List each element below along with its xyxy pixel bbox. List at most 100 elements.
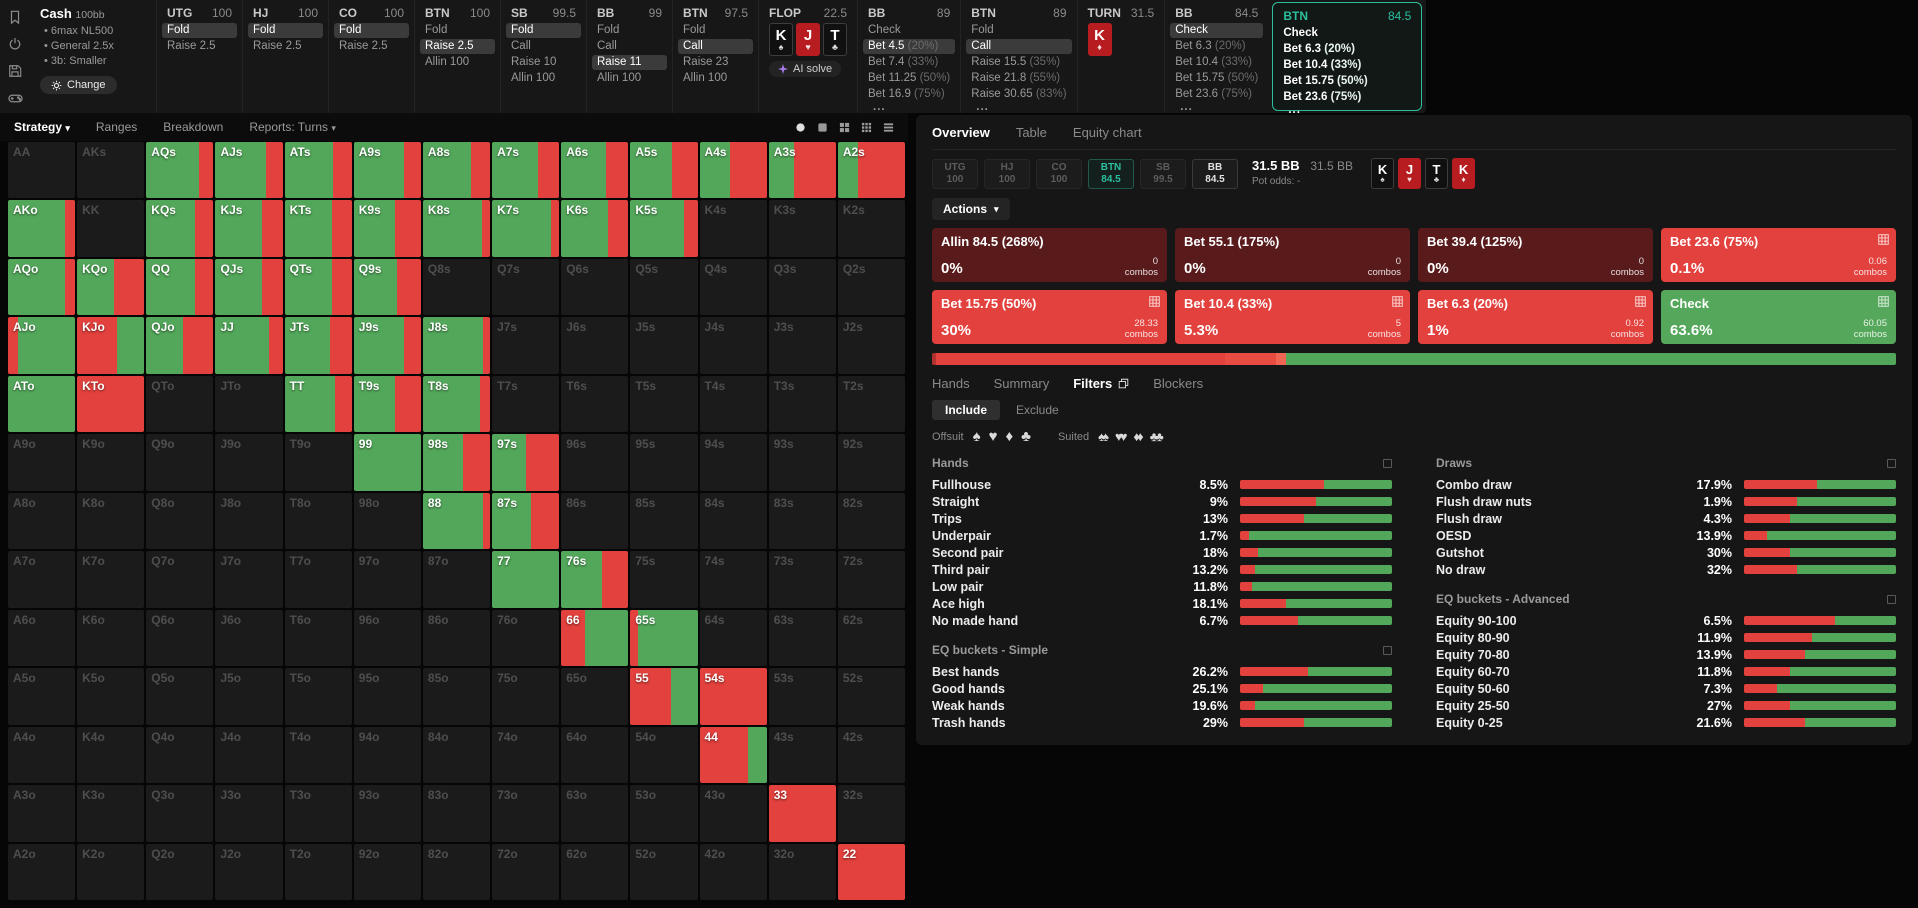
more-actions[interactable]: ... <box>976 101 989 113</box>
cell-JTs[interactable]: JTs <box>284 317 352 374</box>
cell-96s[interactable]: 96s <box>561 434 629 491</box>
node-action-bet-10-4[interactable]: Bet 10.4 (33%) <box>1175 56 1252 68</box>
cell-AQo[interactable]: AQo <box>8 258 76 316</box>
cell-85s[interactable]: 85s <box>630 492 698 550</box>
cell-J9s[interactable]: J9s <box>353 317 421 374</box>
rows-icon[interactable] <box>883 122 894 133</box>
more-actions[interactable]: ... <box>873 101 886 113</box>
tab-strategy[interactable]: Strategy ▾ <box>14 120 70 134</box>
cell-Q2o[interactable]: Q2o <box>146 843 214 900</box>
cell-43s[interactable]: 43s <box>768 726 836 784</box>
select-square-icon[interactable] <box>1383 458 1392 468</box>
cell-43o[interactable]: 43o <box>699 785 767 842</box>
cell-92o[interactable]: 92o <box>353 843 421 900</box>
stat-row-flush-draw-nuts[interactable]: Flush draw nuts 1.9% <box>1436 493 1896 510</box>
more-actions[interactable]: ... <box>1288 104 1301 116</box>
cell-Q5o[interactable]: Q5o <box>146 668 214 725</box>
cell-J2s[interactable]: J2s <box>837 317 905 374</box>
cell-A7s[interactable]: A7s <box>492 142 560 199</box>
bookmark-icon[interactable] <box>8 10 22 25</box>
node-action-raise-11[interactable]: Raise 11 <box>592 55 667 70</box>
cell-74s[interactable]: 74s <box>699 551 767 608</box>
board-card-j[interactable]: J ♥ <box>1398 158 1422 189</box>
cell-J4s[interactable]: J4s <box>699 317 767 374</box>
seat-chip-utg[interactable]: UTG 100 <box>932 158 978 189</box>
stat-row-good-hands[interactable]: Good hands 25.1% <box>932 680 1392 697</box>
cell-J8s[interactable]: J8s <box>422 317 491 374</box>
node-action-allin-100[interactable]: Allin 100 <box>597 72 642 84</box>
cell-A4o[interactable]: A4o <box>8 726 76 784</box>
cell-J8o[interactable]: J8o <box>215 492 283 550</box>
node-action-fold[interactable]: Fold <box>971 24 994 36</box>
node-action-check[interactable]: Check <box>1170 23 1264 38</box>
cell-T5s[interactable]: T5s <box>630 375 698 433</box>
cell-QQ[interactable]: QQ <box>146 258 214 316</box>
action-button-bet-15-75-50[interactable]: Bet 15.75 (50%) 30% 28.33 combos <box>932 290 1167 344</box>
action-button-bet-6-3-20[interactable]: Bet 6.3 (20%) 1% 0.92 combos <box>1418 290 1653 344</box>
stat-row-third-pair[interactable]: Third pair 13.2% <box>932 561 1392 578</box>
cell-KTo[interactable]: KTo <box>77 375 145 433</box>
cell-74o[interactable]: 74o <box>492 726 560 784</box>
cell-63s[interactable]: 63s <box>768 609 836 667</box>
cell-A8o[interactable]: A8o <box>8 492 76 550</box>
cell-65s[interactable]: 65s <box>630 609 698 667</box>
node-action-call[interactable]: Call <box>597 40 617 52</box>
cell-T8s[interactable]: T8s <box>422 375 491 433</box>
cell-J5s[interactable]: J5s <box>630 317 698 374</box>
stat-row-combo-draw[interactable]: Combo draw 17.9% <box>1436 476 1896 493</box>
suit-heart-icon[interactable]: ♥ <box>988 428 998 445</box>
cell-K3s[interactable]: K3s <box>768 200 836 257</box>
cell-K2o[interactable]: K2o <box>77 843 145 900</box>
cell-AKo[interactable]: AKo <box>8 200 76 257</box>
cell-KK[interactable]: KK <box>77 200 145 257</box>
cell-T4s[interactable]: T4s <box>699 375 767 433</box>
select-square-icon[interactable] <box>1887 458 1896 468</box>
cell-Q7s[interactable]: Q7s <box>492 258 560 316</box>
cell-52s[interactable]: 52s <box>837 668 905 725</box>
stat-row-trash-hands[interactable]: Trash hands 29% <box>932 714 1392 731</box>
tab-blockers[interactable]: Blockers <box>1153 376 1204 391</box>
node-action-call[interactable]: Call <box>678 39 753 54</box>
cell-86s[interactable]: 86s <box>561 492 629 550</box>
node-action-call[interactable]: Call <box>966 39 1072 54</box>
suit-spade-icon[interactable]: ♠ <box>972 428 981 445</box>
circle-icon[interactable] <box>795 122 806 133</box>
cell-93s[interactable]: 93s <box>768 434 836 491</box>
tab-equity-chart[interactable]: Equity chart <box>1072 125 1142 140</box>
grid-icon[interactable] <box>1149 296 1160 307</box>
cell-82s[interactable]: 82s <box>837 492 905 550</box>
cell-A9o[interactable]: A9o <box>8 434 76 491</box>
stat-row-equity-90-100[interactable]: Equity 90-100 6.5% <box>1436 612 1896 629</box>
stat-row-low-pair[interactable]: Low pair 11.8% <box>932 578 1392 595</box>
stat-row-equity-25-50[interactable]: Equity 25-50 27% <box>1436 697 1896 714</box>
stat-row-second-pair[interactable]: Second pair 18% <box>932 544 1392 561</box>
grid-icon[interactable] <box>1878 234 1889 245</box>
suited-diamond-icon[interactable]: ♦♦ <box>1133 429 1143 444</box>
cell-32o[interactable]: 32o <box>768 843 836 900</box>
cell-73o[interactable]: 73o <box>492 785 560 842</box>
cell-A6s[interactable]: A6s <box>561 142 629 199</box>
node-action-raise-2-5[interactable]: Raise 2.5 <box>253 40 302 52</box>
cell-88[interactable]: 88 <box>422 492 491 550</box>
board-card-k[interactable]: K ♦ <box>1087 23 1112 56</box>
cell-A4s[interactable]: A4s <box>699 142 767 199</box>
cell-T2s[interactable]: T2s <box>837 375 905 433</box>
cell-KQo[interactable]: KQo <box>77 258 145 316</box>
node-action-fold[interactable]: Fold <box>334 23 409 38</box>
cell-A2o[interactable]: A2o <box>8 843 76 900</box>
node-action-fold[interactable]: Fold <box>425 24 448 36</box>
cell-Q4o[interactable]: Q4o <box>146 726 214 784</box>
cell-T3o[interactable]: T3o <box>284 785 352 842</box>
cell-53s[interactable]: 53s <box>768 668 836 725</box>
node-action-check[interactable]: Check <box>1283 27 1318 39</box>
cell-A2s[interactable]: A2s <box>837 142 905 199</box>
cell-T7s[interactable]: T7s <box>492 375 560 433</box>
cell-75s[interactable]: 75s <box>630 551 698 608</box>
grid3-icon[interactable] <box>861 122 872 133</box>
tab-summary[interactable]: Summary <box>993 376 1050 391</box>
cell-22[interactable]: 22 <box>837 843 905 900</box>
cell-QTs[interactable]: QTs <box>284 258 352 316</box>
cell-K8o[interactable]: K8o <box>77 492 145 550</box>
cell-63o[interactable]: 63o <box>561 785 629 842</box>
cell-97o[interactable]: 97o <box>353 551 421 608</box>
